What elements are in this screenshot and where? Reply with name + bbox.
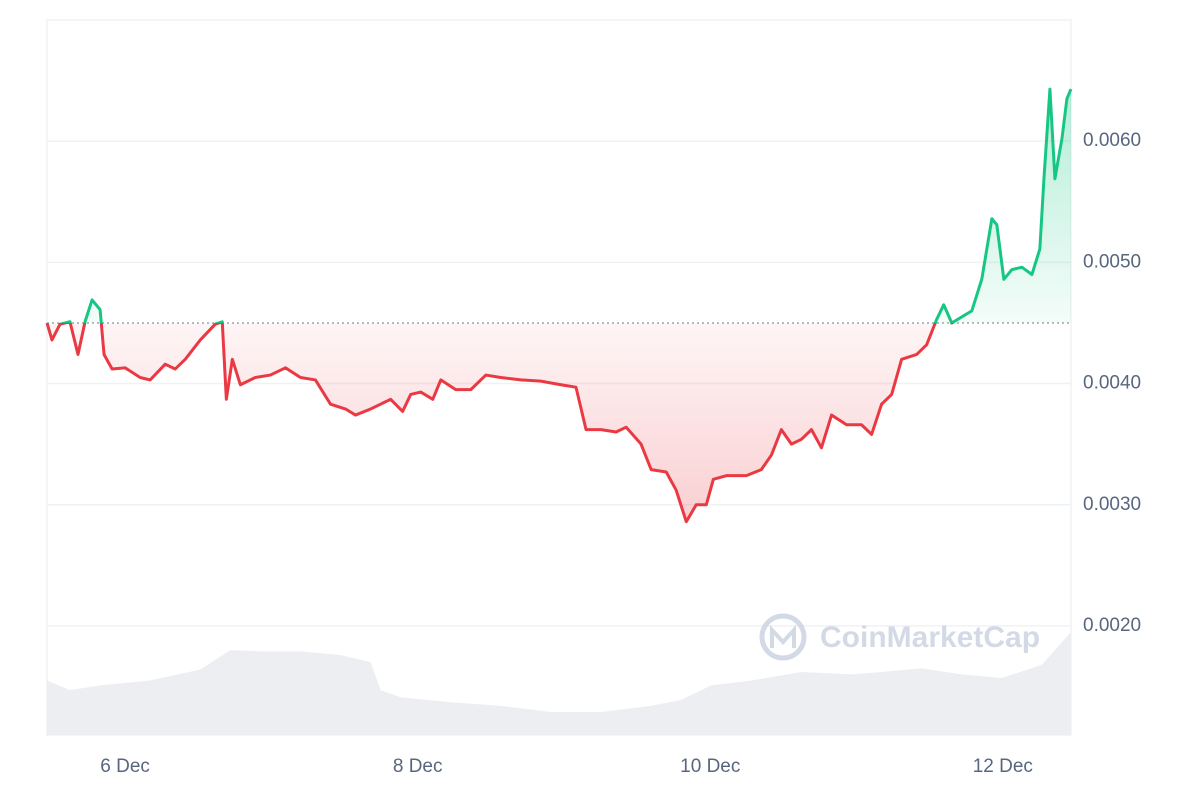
y-tick-label: 0.0050 (1083, 251, 1141, 272)
volume-layer (47, 631, 1071, 735)
price-line (45, 87, 1073, 524)
plot-layer (45, 87, 1073, 524)
watermark-logo-mark (770, 624, 796, 648)
volume-area (47, 631, 1071, 735)
price-area (47, 89, 1071, 522)
y-tick-label: 0.0020 (1083, 615, 1141, 636)
x-tick-label: 10 Dec (680, 756, 740, 777)
y-tick-label: 0.0060 (1083, 130, 1141, 151)
watermark: CoinMarketCap (759, 613, 1040, 661)
x-tick-label: 6 Dec (100, 756, 150, 777)
y-tick-label: 0.0030 (1083, 494, 1141, 515)
watermark-text: CoinMarketCap (820, 621, 1040, 654)
x-tick-label: 12 Dec (973, 756, 1033, 777)
y-tick-label: 0.0040 (1083, 373, 1141, 394)
x-tick-label: 8 Dec (393, 756, 443, 777)
grid-layer (47, 140, 1071, 627)
watermark-logo (759, 613, 807, 661)
